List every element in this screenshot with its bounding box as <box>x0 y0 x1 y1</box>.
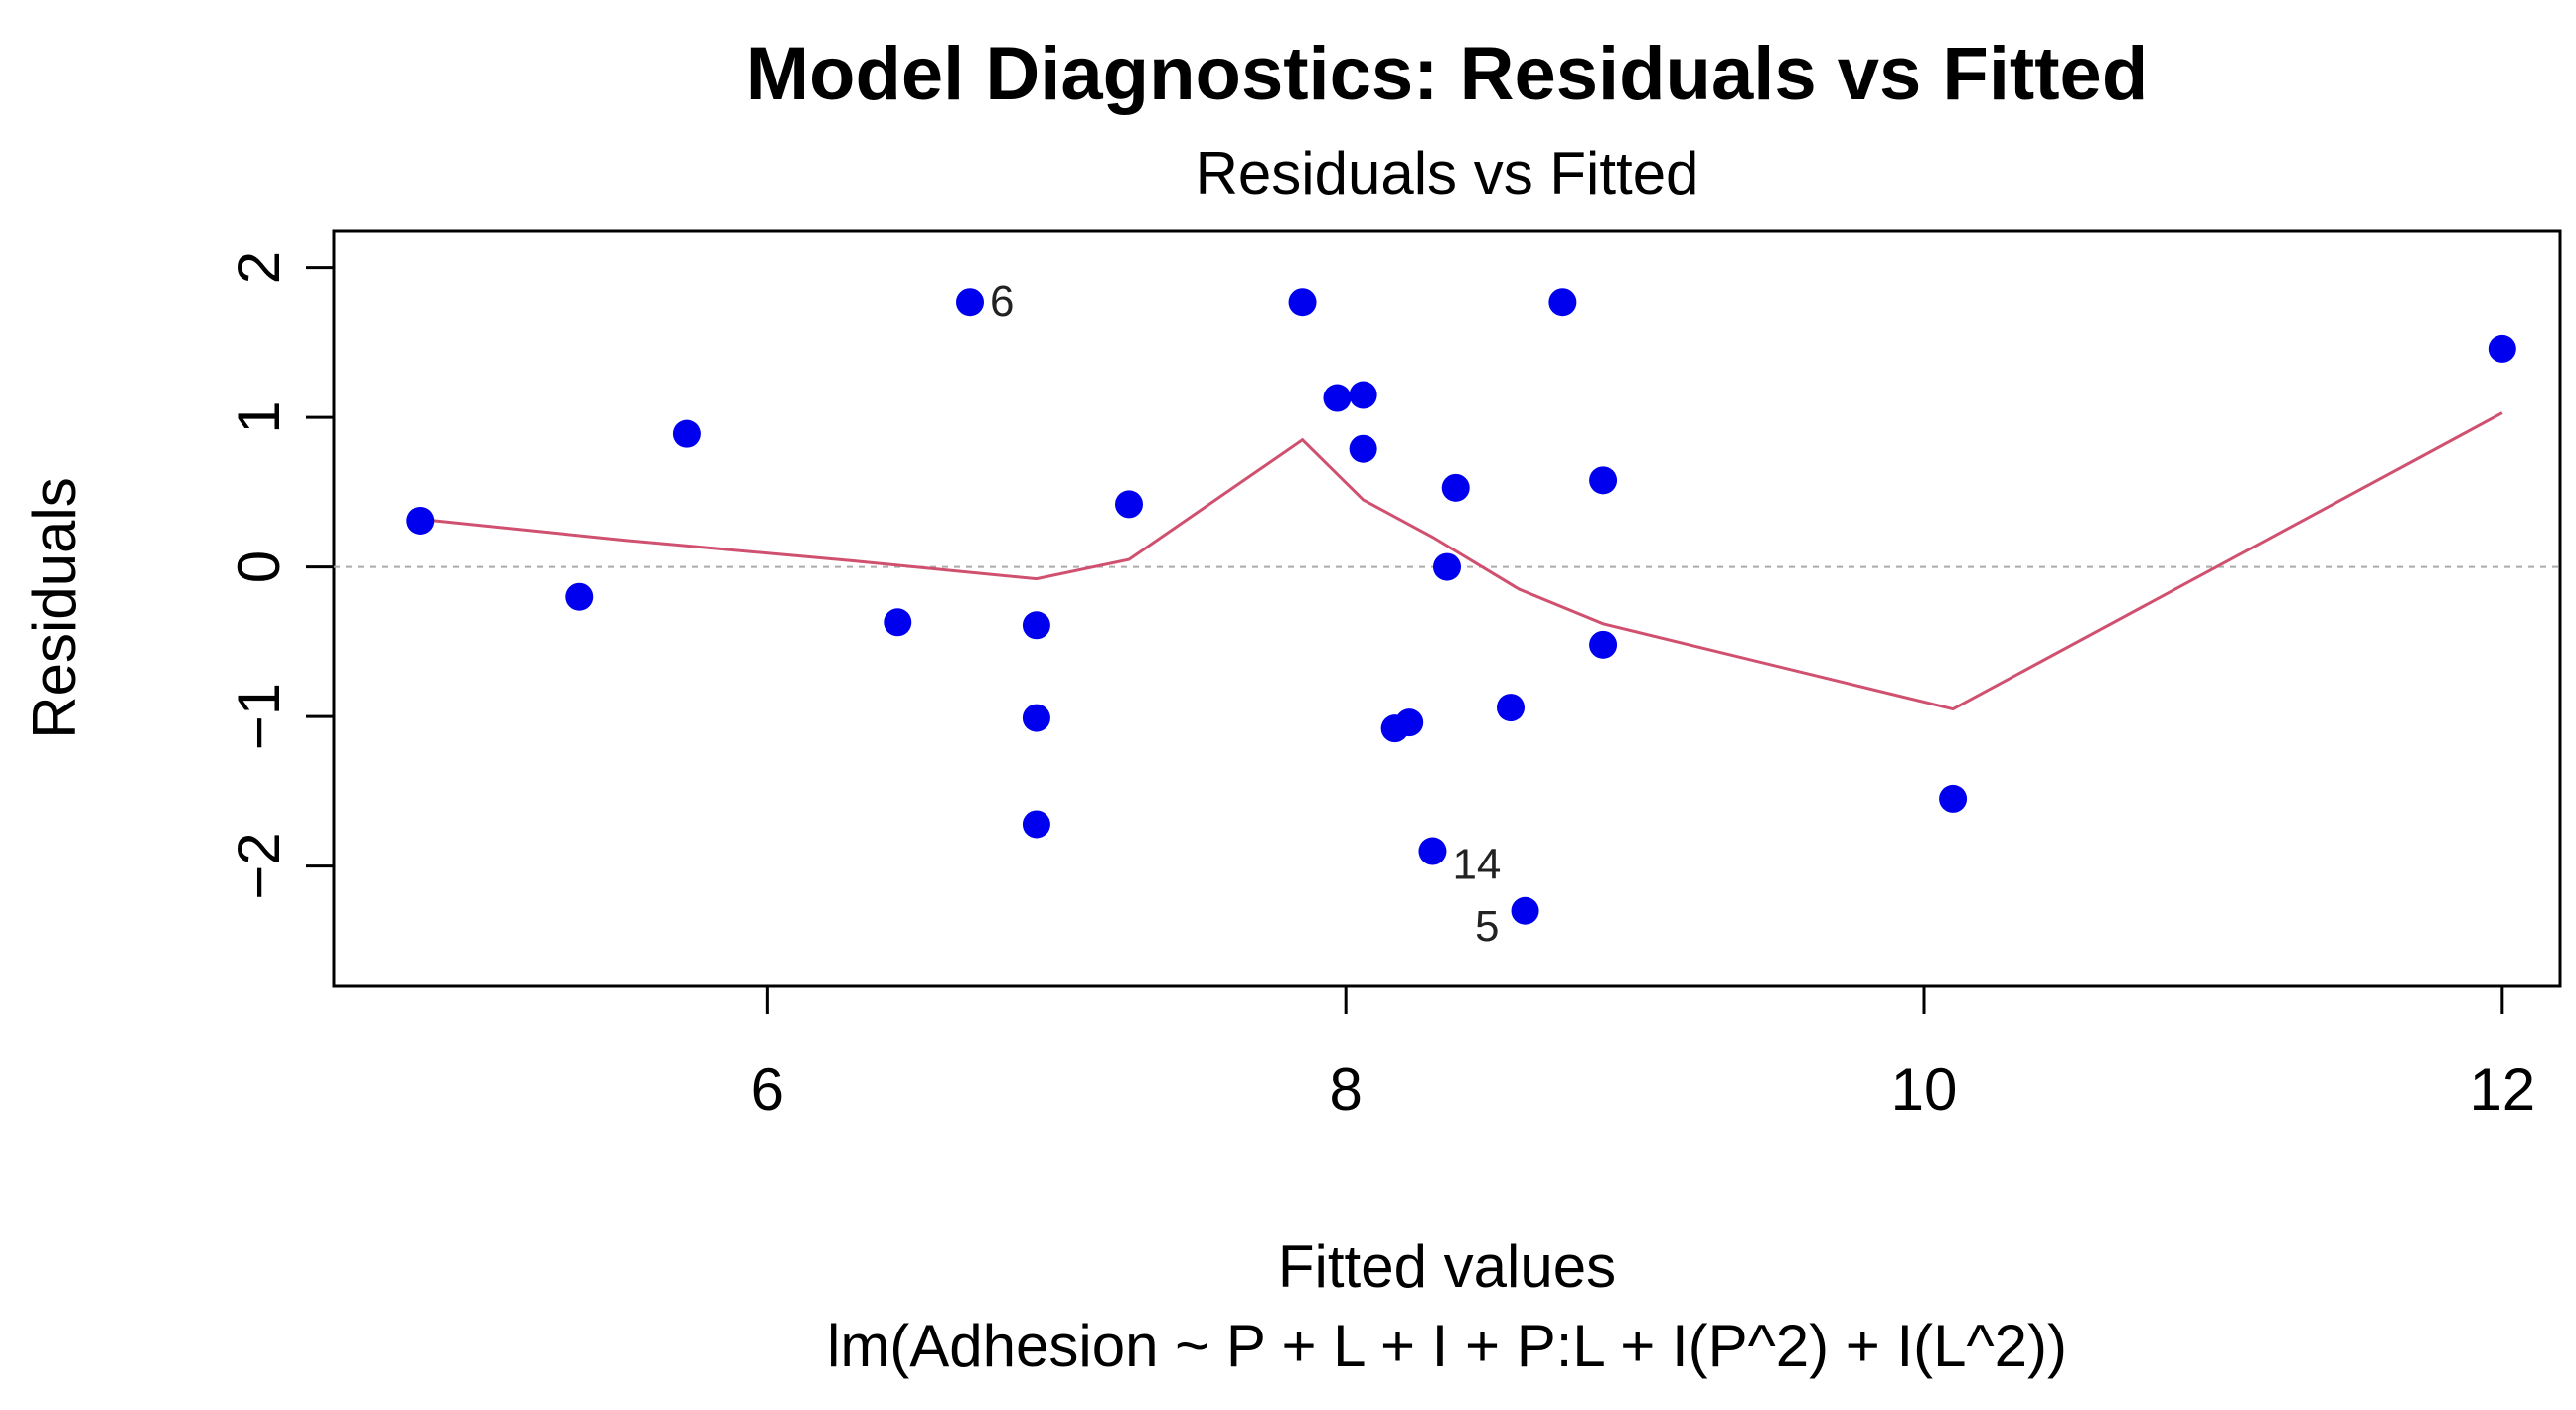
data-point <box>1349 434 1377 463</box>
y-axis-label: Residuals <box>21 477 87 738</box>
data-point <box>1433 552 1461 581</box>
data-point <box>1511 896 1539 925</box>
y-tick-label: −1 <box>226 683 292 750</box>
data-point <box>1548 288 1577 317</box>
x-tick-label: 8 <box>1329 1056 1362 1123</box>
chart-subtitle: Residuals vs Fitted <box>1196 140 1699 207</box>
data-point <box>406 506 435 535</box>
smooth-line <box>420 411 2503 711</box>
x-axis-label: Fitted values <box>1278 1233 1616 1300</box>
y-tick-label: 1 <box>226 400 292 433</box>
data-point <box>1288 288 1317 317</box>
data-point <box>1395 708 1424 737</box>
data-point <box>1022 810 1050 839</box>
x-axis: 6 8 10 12 <box>751 984 2535 1123</box>
data-point <box>1022 704 1050 732</box>
data-point <box>672 419 701 448</box>
point-label: 5 <box>1475 902 1499 951</box>
data-point <box>2488 334 2516 363</box>
y-axis: −2 −1 0 1 2 <box>226 251 336 900</box>
data-point <box>1441 473 1470 502</box>
chart-title: Model Diagnostics: Residuals vs Fitted <box>746 32 2149 116</box>
point-label: 14 <box>1452 841 1501 889</box>
data-point <box>565 582 594 611</box>
data-point <box>884 608 912 637</box>
smoother-polyline <box>420 411 2503 711</box>
data-point <box>1323 384 1352 412</box>
data-points <box>406 288 2516 925</box>
data-point <box>1497 694 1525 722</box>
x-tick-label: 12 <box>2469 1056 2535 1123</box>
y-tick-label: −2 <box>226 832 292 899</box>
data-point <box>1349 381 1377 409</box>
x-tick-label: 10 <box>1891 1056 1958 1123</box>
data-point <box>1022 611 1050 640</box>
data-point <box>956 288 984 317</box>
point-label: 6 <box>990 277 1014 326</box>
data-point <box>1589 630 1618 659</box>
data-point <box>1418 837 1447 865</box>
point-labels: 6 14 5 <box>990 277 1501 951</box>
y-tick-label: 0 <box>226 550 292 583</box>
data-point <box>1589 466 1618 495</box>
data-point <box>1115 490 1143 519</box>
x-tick-label: 6 <box>751 1056 784 1123</box>
data-point <box>1939 784 1968 813</box>
plot-frame <box>332 229 2562 988</box>
y-tick-label: 2 <box>226 251 292 284</box>
x-axis-sublabel: lm(Adhesion ~ P + L + I + P:L + I(P^2) +… <box>827 1313 2067 1379</box>
